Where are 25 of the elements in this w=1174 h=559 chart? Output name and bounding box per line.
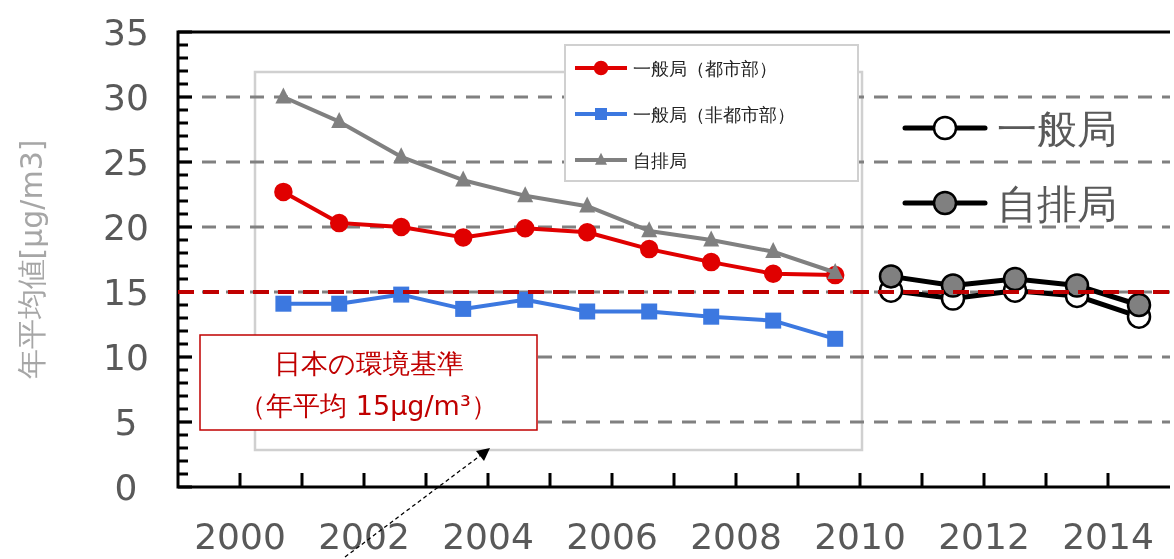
x-tick-label: 2002	[318, 516, 410, 557]
legend-label: 自排局	[997, 181, 1117, 227]
annotation: 日本の環境基準	[273, 348, 464, 379]
x-tick-label: 2006	[566, 516, 658, 557]
x-tick-label: 2012	[938, 516, 1030, 557]
y-tick-label: 35	[103, 12, 149, 53]
legend-label: 一般局（都市部）	[633, 58, 777, 79]
annotation: （年平均 15μg/m³）	[239, 390, 498, 421]
x-tick-label: 2000	[194, 516, 286, 557]
x-tick-label: 2008	[690, 516, 782, 557]
annotation-box: 日本の環境基準 （年平均 15μg/m³）	[199, 334, 538, 431]
y-tick-label: 15	[103, 272, 149, 313]
y-tick-label: 20	[103, 207, 149, 248]
x-tick-label: 2014	[1062, 516, 1154, 557]
legend-label: 自排局	[633, 150, 687, 171]
legend-label: 一般局	[997, 106, 1117, 152]
y-tick-label: 25	[103, 142, 149, 183]
y-tick-label: 10	[103, 337, 149, 378]
y-tick-label: 30	[103, 77, 149, 118]
y-axis-title: 年平均値[μg/m3]	[14, 139, 49, 380]
x-tick-label: 2004	[442, 516, 534, 557]
y-tick-label: 0	[114, 467, 138, 508]
x-tick-label: 2010	[814, 516, 906, 557]
y-tick-label: 5	[114, 402, 138, 443]
legend-label: 一般局（非都市部）	[633, 104, 795, 125]
